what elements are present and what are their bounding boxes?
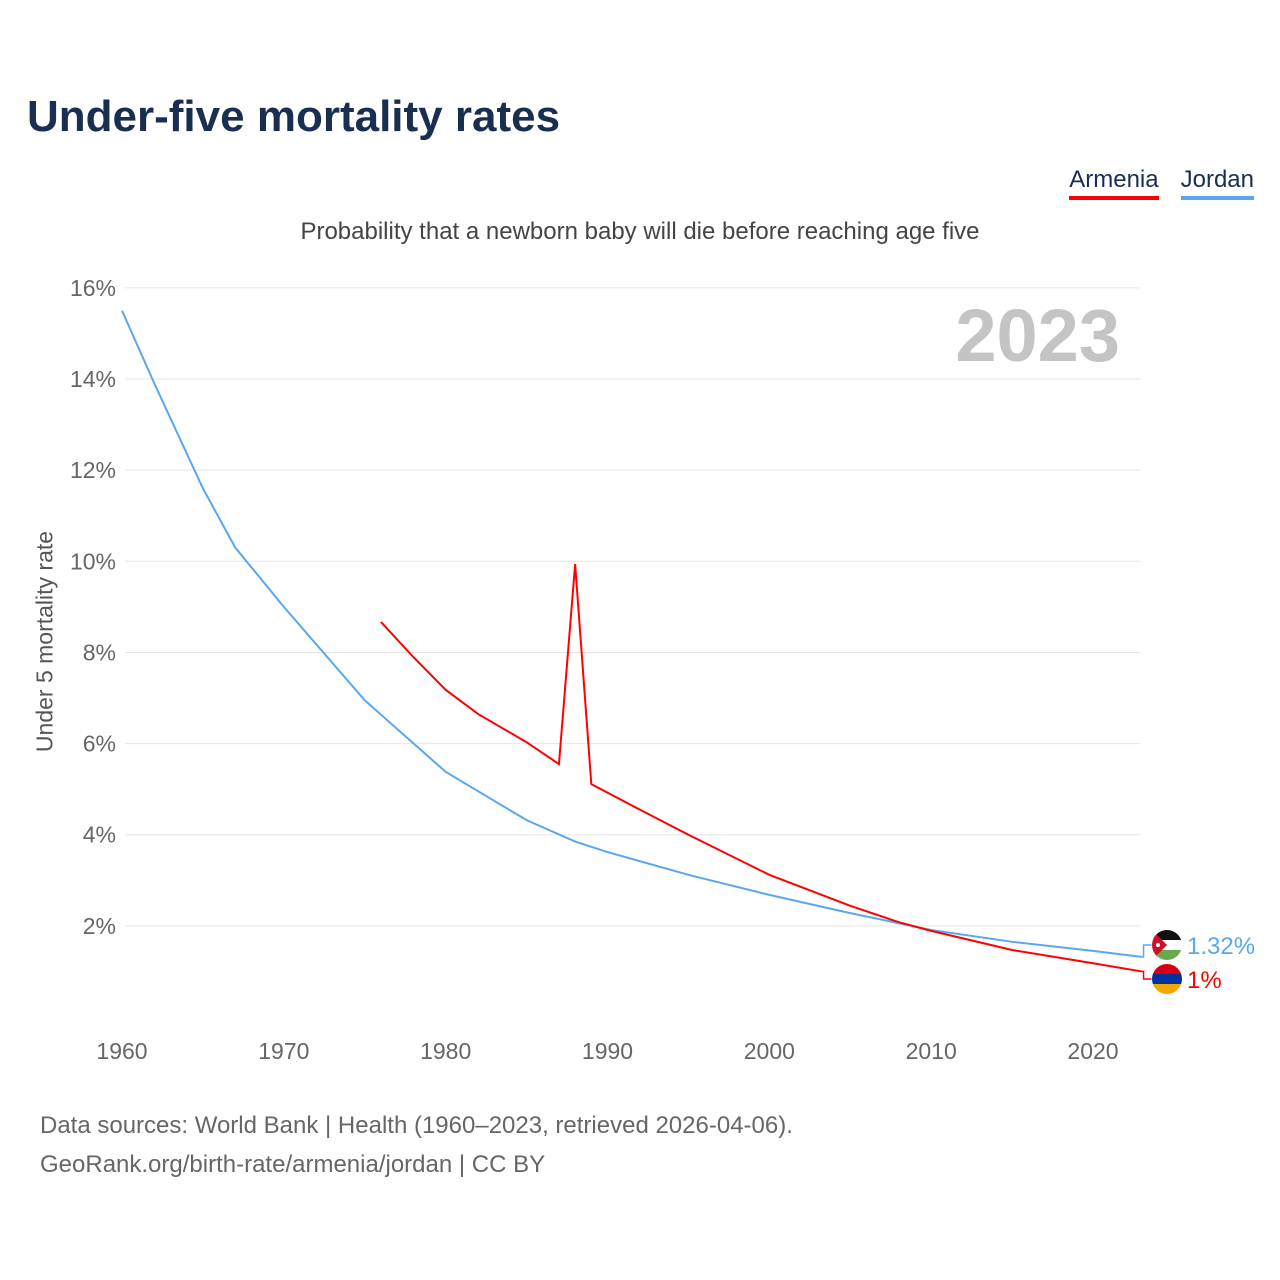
end-connector <box>1141 944 1152 958</box>
flag-stripe <box>1152 974 1182 984</box>
source-link[interactable]: GeoRank.org/birth-rate/armenia/jordan | … <box>40 1151 546 1178</box>
y-tick-label: 6% <box>83 731 116 757</box>
x-tick-label: 2020 <box>1067 1038 1118 1064</box>
y-tick-label: 16% <box>70 275 116 301</box>
legend: Armenia Jordan <box>1069 166 1254 200</box>
flag-stripe <box>1152 950 1182 960</box>
year-watermark: 2023 <box>955 294 1120 377</box>
x-tick-label: 1980 <box>420 1038 471 1064</box>
y-tick-label: 8% <box>83 639 116 665</box>
data-source-text: Data sources: World Bank | Health (1960–… <box>40 1112 793 1139</box>
page-title: Under-five mortality rates <box>27 92 561 141</box>
end-value-label: 1% <box>1187 967 1222 994</box>
flag-stripe <box>1152 964 1182 974</box>
x-tick-label: 1970 <box>258 1038 309 1064</box>
legend-item-armenia[interactable]: Armenia <box>1069 166 1159 200</box>
flag-star <box>1156 943 1160 947</box>
x-tick-label: 2010 <box>906 1038 957 1064</box>
series-line-jordan <box>121 310 1142 958</box>
legend-item-jordan[interactable]: Jordan <box>1180 166 1254 200</box>
end-connector <box>1141 970 1152 980</box>
armenia-flag-icon <box>1152 964 1182 994</box>
end-value-label: 1.32% <box>1187 933 1255 960</box>
y-tick-label: 12% <box>70 457 116 483</box>
y-tick-label: 2% <box>83 913 116 939</box>
footer: Data sources: World Bank | Health (1960–… <box>40 1106 793 1184</box>
y-tick-label: 4% <box>83 822 116 848</box>
series-line-armenia <box>380 563 1142 973</box>
jordan-flag-icon <box>1152 930 1182 960</box>
y-tick-label: 14% <box>70 366 116 392</box>
x-tick-label: 2000 <box>744 1038 795 1064</box>
flag-stripe <box>1152 984 1182 994</box>
x-tick-label: 1990 <box>582 1038 633 1064</box>
x-tick-label: 1960 <box>96 1038 147 1064</box>
chart-subtitle: Probability that a newborn baby will die… <box>300 218 980 245</box>
y-tick-label: 10% <box>70 548 116 574</box>
flag-stripe <box>1152 930 1182 940</box>
